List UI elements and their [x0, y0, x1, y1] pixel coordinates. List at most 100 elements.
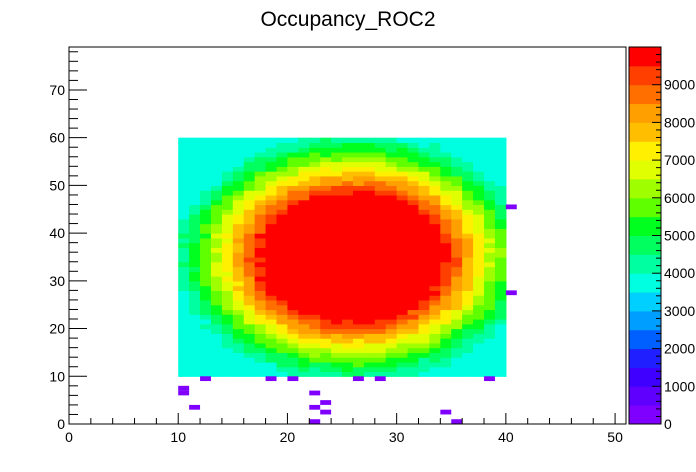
- heatmap-cell: [320, 199, 332, 206]
- heatmap-cell: [210, 323, 223, 330]
- heatmap-cell: [320, 328, 332, 334]
- heatmap-cell: [363, 166, 376, 172]
- heatmap-cell: [232, 190, 245, 196]
- heatmap-cell: [374, 361, 387, 368]
- heatmap-cell: [418, 347, 431, 354]
- heatmap-cell: [374, 328, 387, 334]
- heatmap-cell: [221, 194, 234, 201]
- heatmap-cell: [407, 194, 420, 201]
- heatmap-cell: [484, 171, 496, 177]
- heatmap-cell: [265, 223, 278, 229]
- heatmap-cell: [418, 309, 431, 315]
- heatmap-cell: [396, 338, 409, 344]
- heatmap-cell: [363, 342, 376, 349]
- heatmap-cell: [462, 175, 474, 182]
- heatmap-cell: [320, 161, 332, 167]
- heatmap-cell: [374, 371, 387, 377]
- palette-tick-label: 4000: [664, 265, 695, 281]
- heatmap-cell: [396, 233, 409, 239]
- heatmap-cell: [287, 223, 299, 229]
- heatmap-cell: [243, 218, 256, 225]
- heatmap-cell: [232, 175, 245, 182]
- heatmap-cell: [451, 156, 463, 163]
- heatmap-cell: [232, 218, 245, 225]
- heatmap-cell: [200, 156, 212, 163]
- heatmap-cell: [189, 228, 201, 234]
- heatmap-cell: [254, 371, 267, 377]
- heatmap-cell: [363, 328, 376, 334]
- heatmap-cell: [363, 314, 376, 320]
- heatmap-cell: [407, 285, 420, 291]
- heatmap-cell: [221, 161, 234, 167]
- heatmap-cell: [276, 180, 289, 186]
- heatmap-cell: [265, 371, 278, 377]
- heatmap-cell: [200, 328, 212, 334]
- heatmap-cell: [440, 261, 452, 268]
- heatmap-cell: [298, 371, 310, 377]
- heatmap-cell: [429, 319, 441, 325]
- heatmap-cell: [221, 214, 234, 220]
- heatmap-cell: [484, 252, 496, 258]
- heatmap-cell: [320, 204, 332, 210]
- heatmap-cell: [462, 347, 474, 354]
- heatmap-cell: [352, 299, 365, 306]
- heatmap-cell: [407, 342, 420, 349]
- heatmap-cell: [418, 328, 431, 334]
- heatmap-cell: [429, 304, 441, 311]
- heatmap-cell: [254, 347, 267, 354]
- heatmap-cell: [352, 304, 365, 311]
- heatmap-cell: [200, 237, 212, 244]
- heatmap-cell: [451, 147, 463, 153]
- heatmap-cell: [374, 276, 387, 282]
- heatmap-cell: [352, 247, 365, 253]
- heatmap-cell: [178, 271, 190, 277]
- heatmap-cell: [200, 233, 212, 239]
- heatmap-cell: [342, 309, 354, 315]
- heatmap-cell: [342, 223, 354, 229]
- heatmap-cell: [440, 171, 452, 177]
- heatmap-cell: [221, 256, 234, 263]
- heatmap-cell: [200, 223, 212, 229]
- heatmap-cell: [352, 175, 365, 182]
- heatmap-cell: [396, 161, 409, 167]
- heatmap-cell: [462, 166, 474, 172]
- heatmap-cell: [320, 309, 332, 315]
- heatmap-cell: [320, 175, 332, 182]
- heatmap-cell: [451, 204, 463, 210]
- heatmap-cell: [265, 156, 278, 163]
- heatmap-cell: [385, 271, 398, 277]
- heatmap-cell: [396, 333, 409, 339]
- heatmap-cell: [221, 338, 234, 344]
- heatmap-cell: [494, 242, 507, 249]
- heatmap-cell: [396, 299, 409, 306]
- heatmap-cell: [298, 361, 310, 368]
- heatmap-cell: [418, 285, 431, 291]
- heatmap-cell: [374, 247, 387, 253]
- heatmap-cell: [363, 228, 376, 234]
- heatmap-cell: [178, 342, 190, 349]
- heatmap-cell: [363, 323, 376, 330]
- heatmap-cell: [396, 256, 409, 263]
- heatmap-cell: [221, 299, 234, 306]
- heatmap-cell: [396, 218, 409, 225]
- heatmap-cell: [331, 185, 343, 191]
- heatmap-cell: [342, 180, 354, 186]
- heatmap-cell: [374, 314, 387, 320]
- heatmap-cell: [309, 357, 321, 363]
- heatmap-cell: [287, 338, 299, 344]
- heatmap-cell: [243, 180, 256, 186]
- heatmap-cell: [352, 242, 365, 249]
- heatmap-cell: [320, 366, 332, 373]
- heatmap-cell: [494, 252, 507, 258]
- heatmap-cell: [385, 295, 398, 301]
- heatmap-cell: [473, 185, 485, 191]
- heatmap-cell: [298, 271, 310, 277]
- heatmap-cell: [287, 151, 299, 158]
- heatmap-cell: [484, 261, 496, 268]
- heatmap-cell: [265, 333, 278, 339]
- heatmap-cell: [210, 314, 223, 320]
- heatmap-cell: [265, 142, 278, 148]
- heatmap-cell: [396, 361, 409, 368]
- heatmap-cell: [276, 194, 289, 201]
- heatmap-cell: [440, 357, 452, 363]
